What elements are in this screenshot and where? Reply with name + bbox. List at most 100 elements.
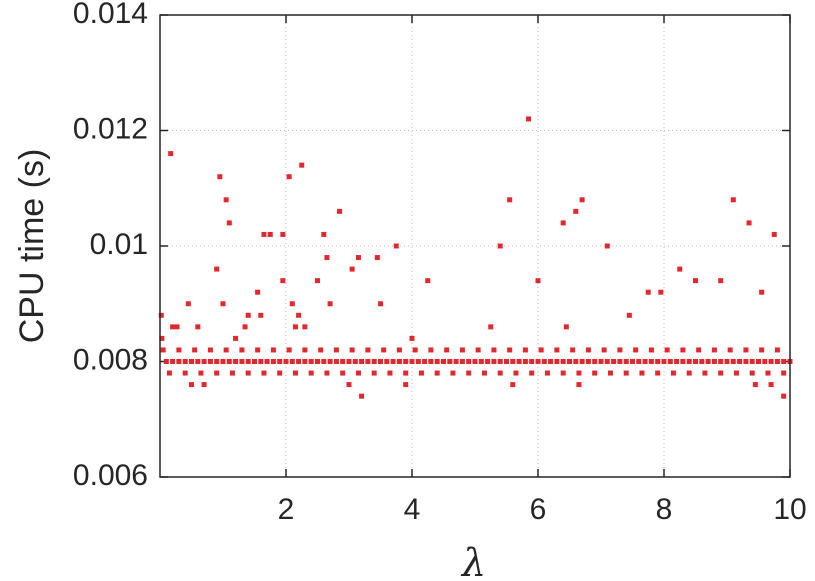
- y-axis-label: CPU time (s): [13, 149, 51, 344]
- point: [507, 197, 513, 203]
- point: [381, 347, 387, 353]
- point: [693, 278, 698, 284]
- point: [752, 382, 758, 388]
- point: [718, 359, 724, 364]
- point: [346, 382, 352, 388]
- point: [207, 347, 213, 353]
- point: [412, 347, 418, 353]
- point: [541, 359, 547, 364]
- point: [239, 347, 245, 353]
- point: [321, 231, 327, 237]
- y-tick-label: 0.012: [73, 112, 148, 145]
- point: [655, 359, 661, 364]
- point: [730, 359, 736, 364]
- point: [447, 359, 453, 364]
- point: [299, 162, 305, 168]
- point: [444, 347, 450, 353]
- point: [655, 370, 661, 376]
- point: [340, 359, 346, 364]
- point: [639, 370, 645, 376]
- point: [425, 278, 431, 284]
- point: [478, 359, 484, 364]
- point: [441, 359, 446, 364]
- point: [746, 220, 752, 226]
- point: [359, 393, 365, 399]
- point: [585, 347, 591, 353]
- point: [774, 347, 780, 353]
- point: [415, 359, 421, 364]
- point: [233, 359, 239, 364]
- point: [570, 347, 576, 353]
- point: [220, 359, 226, 364]
- point: [159, 335, 165, 341]
- point: [315, 278, 320, 284]
- point: [472, 359, 478, 364]
- point: [258, 312, 264, 318]
- point: [743, 347, 749, 353]
- point: [324, 370, 330, 376]
- point: [176, 359, 182, 364]
- point: [267, 231, 273, 237]
- point: [292, 324, 298, 330]
- point: [280, 231, 286, 237]
- point: [337, 208, 343, 214]
- point: [762, 359, 768, 364]
- point: [189, 359, 194, 364]
- point: [475, 347, 481, 353]
- point: [214, 370, 220, 376]
- point: [349, 266, 355, 272]
- point: [403, 382, 409, 388]
- point: [371, 370, 377, 376]
- point: [201, 359, 207, 364]
- point: [286, 347, 292, 353]
- point: [617, 347, 623, 353]
- point: [453, 359, 459, 364]
- point: [359, 359, 365, 364]
- point: [255, 347, 261, 353]
- point: [711, 359, 717, 364]
- y-tick-label: 0.01: [90, 228, 148, 261]
- point: [522, 359, 528, 364]
- point: [699, 359, 705, 364]
- point: [611, 359, 617, 364]
- point: [743, 359, 749, 364]
- point: [579, 359, 585, 364]
- x-axis-label: λ: [460, 541, 486, 581]
- point: [749, 359, 755, 364]
- point: [604, 359, 610, 364]
- point: [592, 359, 598, 364]
- point: [158, 312, 164, 318]
- point: [396, 359, 402, 364]
- point: [768, 359, 774, 364]
- point: [497, 359, 503, 364]
- point: [759, 347, 765, 353]
- point: [289, 359, 295, 364]
- point: [166, 370, 172, 376]
- point: [384, 359, 390, 364]
- x-tick-label: 10: [773, 493, 806, 526]
- point: [176, 347, 182, 353]
- point: [535, 359, 541, 364]
- point: [696, 347, 702, 353]
- point: [573, 359, 579, 364]
- point: [459, 347, 465, 353]
- point: [327, 301, 333, 307]
- point: [302, 359, 308, 364]
- point: [403, 359, 409, 364]
- point: [768, 382, 774, 388]
- point: [403, 370, 409, 376]
- plot-frame: [159, 14, 791, 478]
- point: [765, 370, 771, 376]
- point: [296, 359, 302, 364]
- point: [781, 359, 787, 364]
- point: [686, 370, 692, 376]
- point: [333, 359, 339, 364]
- y-tick-label: 0.014: [73, 0, 148, 30]
- point: [576, 370, 582, 376]
- point: [168, 151, 174, 157]
- point: [560, 220, 566, 226]
- point: [648, 359, 654, 364]
- point: [327, 359, 333, 364]
- point: [642, 359, 648, 364]
- point: [229, 370, 235, 376]
